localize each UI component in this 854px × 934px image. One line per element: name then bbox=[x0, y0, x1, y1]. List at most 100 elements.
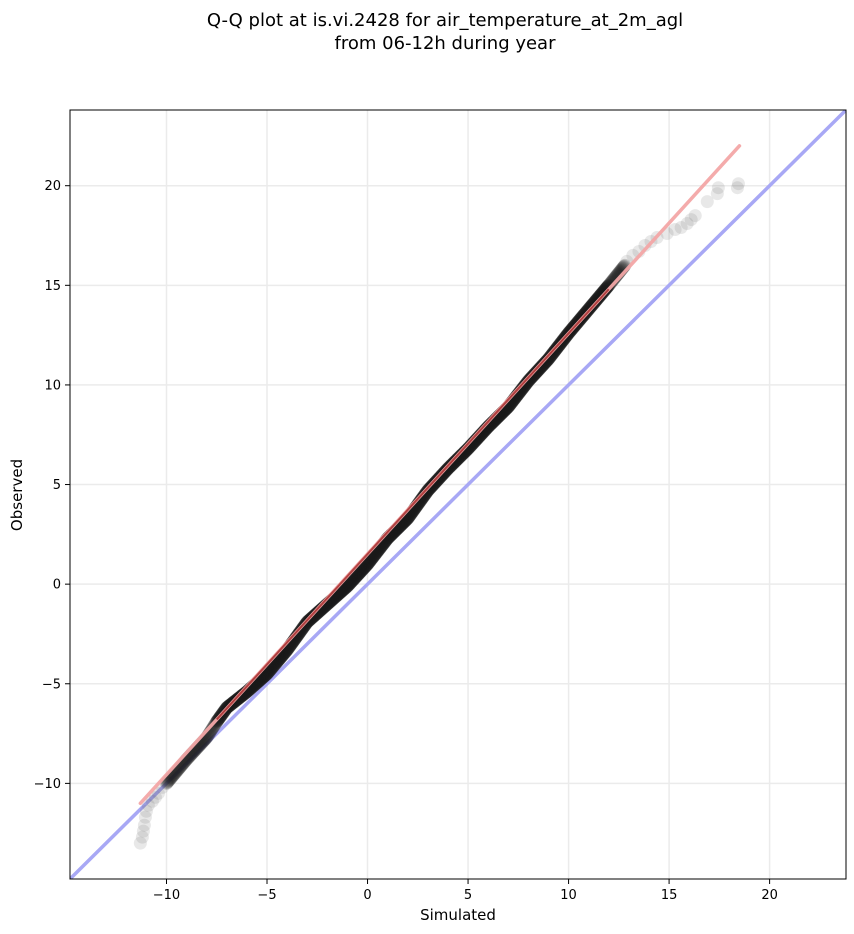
quantile-point bbox=[342, 578, 356, 592]
quantile-point bbox=[533, 361, 547, 375]
quantile-point bbox=[357, 562, 371, 576]
tail-quantile-point bbox=[151, 786, 165, 800]
quantile-point bbox=[527, 368, 541, 382]
quantile-point bbox=[357, 561, 371, 575]
quantile-point bbox=[527, 367, 541, 381]
quantile-point bbox=[593, 289, 607, 303]
quantile-point bbox=[518, 379, 532, 393]
quantile-point bbox=[339, 580, 353, 594]
quantile-point bbox=[523, 372, 537, 386]
quantile-point bbox=[292, 626, 306, 640]
quantile-point bbox=[350, 569, 364, 583]
quantile-point bbox=[338, 582, 352, 596]
quantile-point bbox=[603, 276, 617, 290]
quantile-point bbox=[207, 720, 221, 734]
tail-quantile-point bbox=[135, 830, 149, 844]
quantile-point bbox=[351, 567, 365, 581]
quantile-point bbox=[342, 577, 356, 591]
quantile-point bbox=[359, 559, 373, 573]
quantile-point bbox=[443, 460, 457, 474]
y-tick-label: −5 bbox=[42, 677, 61, 692]
axis-ticks: −10 −5 0 5 10 15 20 −10 −5 0 5 10 15 20 bbox=[34, 179, 778, 903]
quantile-point bbox=[592, 290, 606, 304]
quantile-point bbox=[535, 359, 549, 373]
quantile-point bbox=[539, 354, 553, 368]
quantile-point bbox=[529, 365, 543, 379]
tail-quantile-point bbox=[711, 181, 725, 195]
quantile-point bbox=[452, 451, 466, 465]
quantile-point bbox=[233, 690, 247, 704]
quantile-point bbox=[536, 358, 550, 372]
quantile-point bbox=[444, 458, 458, 472]
quantile-point bbox=[596, 285, 610, 299]
chart-title-line-1: Q-Q plot at is.vi.2428 for air_temperatu… bbox=[207, 10, 683, 31]
quantile-point bbox=[541, 353, 555, 367]
quantile-point bbox=[310, 606, 324, 620]
quantile-point bbox=[309, 607, 323, 621]
quantile-point bbox=[345, 574, 359, 588]
quantile-point bbox=[591, 291, 605, 305]
tail-quantile-point bbox=[730, 181, 744, 195]
quantile-point bbox=[340, 579, 354, 593]
quantile-point bbox=[363, 554, 377, 568]
y-tick-label: 5 bbox=[53, 478, 61, 493]
quantile-point bbox=[356, 562, 370, 576]
x-tick-label: −5 bbox=[257, 888, 276, 903]
quantile-point bbox=[364, 552, 378, 566]
chart-title-line-2: from 06-12h during year bbox=[335, 33, 557, 54]
quantile-point bbox=[452, 450, 466, 464]
quantile-point bbox=[446, 457, 460, 471]
quantile-point bbox=[418, 487, 432, 501]
quantile-point bbox=[520, 376, 534, 390]
quantile-point bbox=[419, 486, 433, 500]
quantile-point bbox=[307, 609, 321, 623]
quantile-point bbox=[524, 371, 538, 385]
quantile-point bbox=[293, 625, 307, 639]
quantile-point bbox=[306, 610, 320, 624]
quantile-point bbox=[362, 556, 376, 570]
quantile-point bbox=[206, 721, 220, 735]
quantile-point bbox=[522, 373, 536, 387]
quantile-point bbox=[600, 281, 614, 295]
quantile-point bbox=[449, 454, 463, 468]
quantile-point bbox=[453, 450, 467, 464]
quantile-point bbox=[543, 350, 557, 364]
quantile-point bbox=[601, 279, 615, 293]
quantile-point bbox=[260, 667, 274, 681]
quantile-point bbox=[235, 689, 249, 703]
quantile-point bbox=[528, 367, 542, 381]
quantile-point bbox=[353, 566, 367, 580]
y-tick-label: 15 bbox=[44, 279, 61, 294]
tail-quantile-point bbox=[668, 223, 682, 237]
quantile-point bbox=[537, 357, 551, 371]
quantile-point bbox=[529, 366, 543, 380]
tail-quantile-point bbox=[700, 195, 714, 209]
tail-quantile-point bbox=[137, 818, 151, 832]
quantile-point bbox=[533, 362, 547, 376]
quantile-point bbox=[540, 354, 554, 368]
tail-quantile-point bbox=[133, 836, 147, 850]
quantile-point bbox=[451, 452, 465, 466]
x-tick-label: 0 bbox=[363, 888, 371, 903]
x-tick-label: 5 bbox=[464, 888, 472, 903]
quantile-point bbox=[537, 357, 551, 371]
quantile-point bbox=[594, 288, 608, 302]
tail-quantile-point bbox=[638, 238, 652, 252]
quantile-point bbox=[307, 609, 321, 623]
quantile-point bbox=[296, 620, 310, 634]
tail-quantile-point bbox=[139, 804, 153, 818]
quantile-point bbox=[521, 374, 535, 388]
quantile-point bbox=[354, 564, 368, 578]
tail-quantile-point bbox=[674, 221, 688, 235]
quantile-point bbox=[544, 349, 558, 363]
quantile-point bbox=[309, 607, 323, 621]
quantile-point bbox=[597, 284, 611, 298]
quantile-point bbox=[525, 370, 539, 384]
quantile-point bbox=[208, 717, 222, 731]
quantile-point bbox=[358, 560, 372, 574]
quantile-point bbox=[295, 622, 309, 636]
quantile-point bbox=[595, 286, 609, 300]
y-tick-label: 20 bbox=[44, 179, 61, 194]
quantile-point bbox=[294, 623, 308, 637]
